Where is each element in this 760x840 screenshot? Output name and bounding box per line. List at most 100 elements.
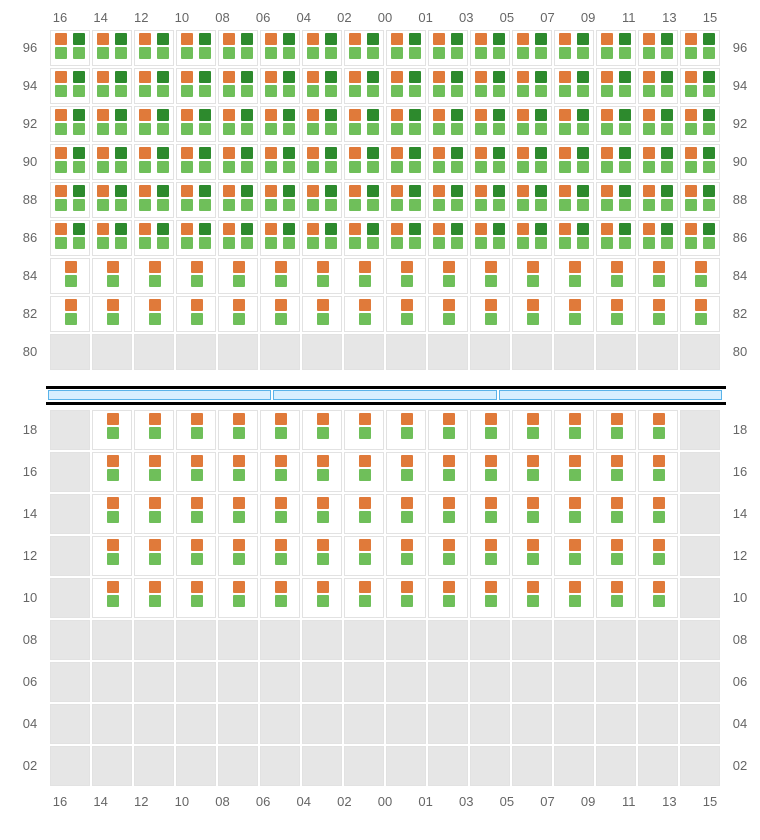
status-dot-light-green <box>275 469 287 481</box>
port-cell <box>50 704 90 744</box>
status-dot-dark-green <box>451 71 463 83</box>
port-cell <box>428 536 468 576</box>
port-cell <box>302 620 342 660</box>
port-cell <box>218 220 258 256</box>
port-cell <box>386 704 426 744</box>
column-label: 11 <box>609 10 649 25</box>
status-dot-orange <box>569 261 581 273</box>
status-dot-light-green <box>535 161 547 173</box>
status-dot-orange <box>475 33 487 45</box>
port-cell <box>218 144 258 180</box>
port-cell <box>512 296 552 332</box>
port-cell <box>260 182 300 218</box>
status-dot-orange <box>97 223 109 235</box>
port-cell <box>680 578 720 618</box>
port-cell <box>638 578 678 618</box>
port-cell <box>176 746 216 786</box>
port-cell <box>260 578 300 618</box>
status-dot-light-green <box>367 161 379 173</box>
port-cell <box>470 334 510 370</box>
column-label: 08 <box>203 794 243 809</box>
port-cell <box>470 68 510 104</box>
divider-line <box>46 402 726 405</box>
status-dot-light-green <box>283 161 295 173</box>
status-dot-dark-green <box>703 109 715 121</box>
port-cell <box>512 494 552 534</box>
port-cell <box>428 296 468 332</box>
status-dot-light-green <box>527 313 539 325</box>
status-dot-orange <box>139 185 151 197</box>
status-dot-light-green <box>349 47 361 59</box>
status-dot-light-green <box>307 161 319 173</box>
port-cell <box>92 578 132 618</box>
port-cell <box>386 410 426 450</box>
status-dot-orange <box>391 147 403 159</box>
port-cell <box>176 144 216 180</box>
status-dot-orange <box>359 497 371 509</box>
port-cell <box>92 68 132 104</box>
status-dot-dark-green <box>535 147 547 159</box>
port-cell <box>596 452 636 492</box>
status-dot-orange <box>275 497 287 509</box>
status-dot-orange <box>349 147 361 159</box>
port-cell <box>50 106 90 142</box>
port-cell <box>344 746 384 786</box>
status-dot-light-green <box>241 237 253 249</box>
status-dot-light-green <box>181 199 193 211</box>
status-dot-light-green <box>359 553 371 565</box>
port-cell <box>428 30 468 66</box>
port-cell <box>218 704 258 744</box>
status-dot-light-green <box>401 427 413 439</box>
status-dot-light-green <box>401 313 413 325</box>
status-dot-dark-green <box>409 185 421 197</box>
status-dot-light-green <box>233 595 245 607</box>
row-label: 10 <box>728 590 752 605</box>
status-dot-light-green <box>517 47 529 59</box>
status-dot-light-green <box>223 161 235 173</box>
status-dot-orange <box>653 455 665 467</box>
status-dot-orange <box>317 539 329 551</box>
port-cell <box>92 620 132 660</box>
status-dot-light-green <box>223 123 235 135</box>
status-dot-light-green <box>643 47 655 59</box>
status-dot-light-green <box>191 553 203 565</box>
status-dot-orange <box>391 109 403 121</box>
status-dot-dark-green <box>199 109 211 121</box>
port-cell <box>638 620 678 660</box>
status-dot-light-green <box>223 237 235 249</box>
port-cell <box>302 452 342 492</box>
status-dot-orange <box>391 185 403 197</box>
port-cell <box>92 494 132 534</box>
row-label: 92 <box>18 116 42 131</box>
status-dot-orange <box>517 185 529 197</box>
status-dot-light-green <box>233 427 245 439</box>
divider-line <box>46 386 726 389</box>
port-cell <box>470 296 510 332</box>
status-dot-orange <box>559 71 571 83</box>
status-dot-light-green <box>391 199 403 211</box>
status-dot-light-green <box>685 47 697 59</box>
status-dot-light-green <box>97 123 109 135</box>
port-cell <box>92 334 132 370</box>
status-dot-orange <box>517 71 529 83</box>
port-cell <box>260 662 300 702</box>
column-label: 07 <box>528 10 568 25</box>
status-dot-light-green <box>661 85 673 97</box>
port-cell <box>638 68 678 104</box>
status-dot-light-green <box>535 123 547 135</box>
status-dot-light-green <box>349 85 361 97</box>
status-dot-orange <box>223 71 235 83</box>
status-dot-light-green <box>307 85 319 97</box>
port-cell <box>680 536 720 576</box>
status-dot-light-green <box>139 237 151 249</box>
port-cell <box>554 704 594 744</box>
column-label: 13 <box>649 10 689 25</box>
status-dot-light-green <box>601 85 613 97</box>
status-dot-orange <box>55 147 67 159</box>
status-dot-orange <box>695 261 707 273</box>
port-cell <box>470 30 510 66</box>
column-label: 10 <box>162 10 202 25</box>
status-dot-light-green <box>97 85 109 97</box>
status-dot-orange <box>653 497 665 509</box>
status-dot-orange <box>475 71 487 83</box>
